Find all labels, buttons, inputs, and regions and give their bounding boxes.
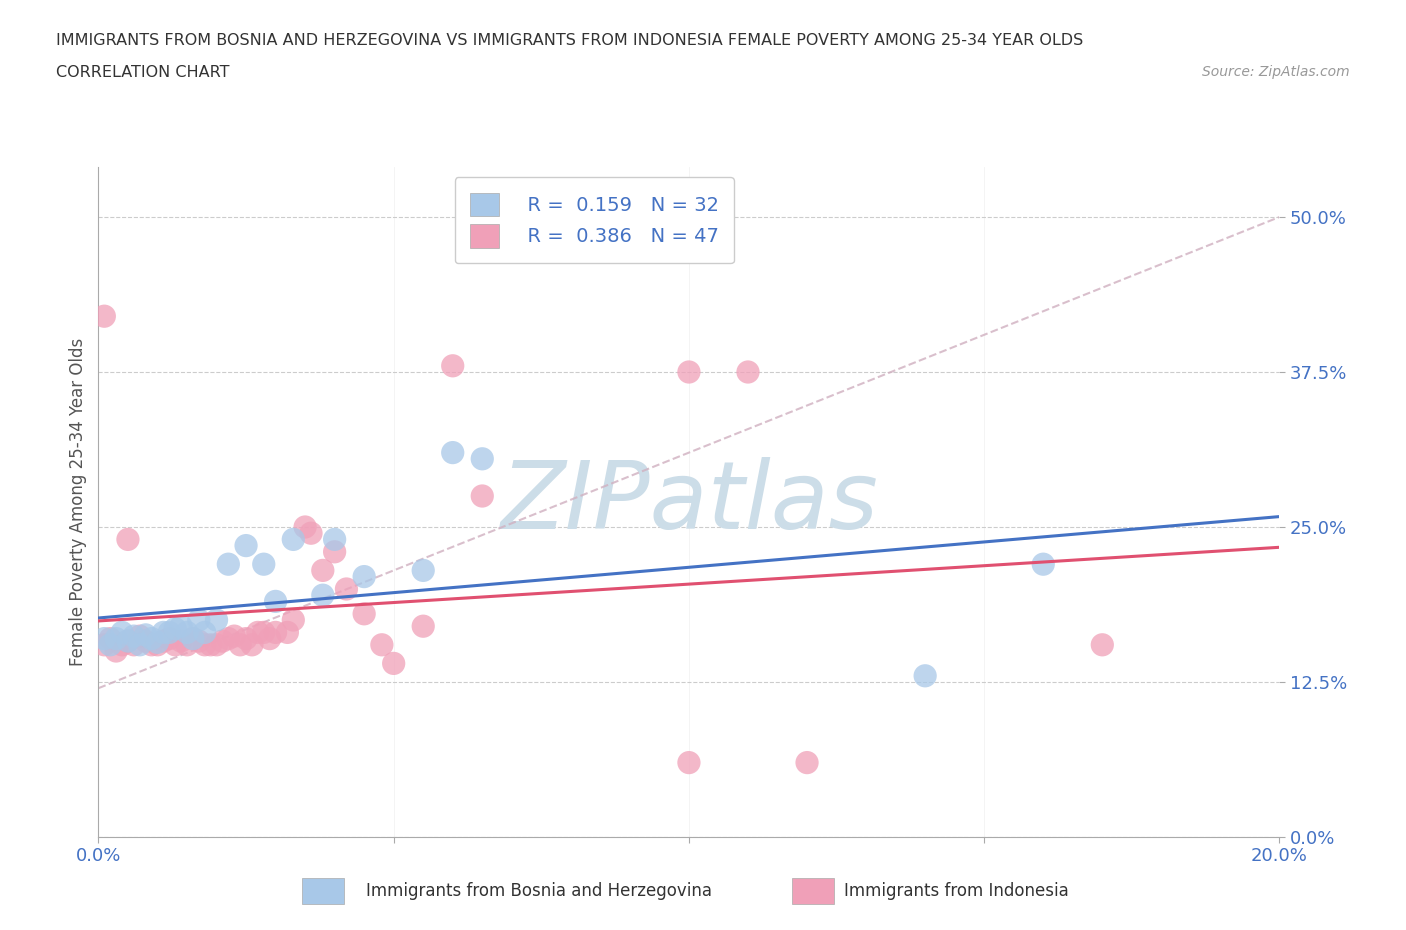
Text: Source: ZipAtlas.com: Source: ZipAtlas.com [1202, 65, 1350, 79]
Point [152, 633, 174, 648]
Point [194, 625, 217, 640]
Point [294, 520, 316, 535]
Point [117, 633, 139, 648]
Point [312, 588, 335, 603]
Point [235, 631, 257, 646]
Text: CORRELATION CHART: CORRELATION CHART [56, 65, 229, 80]
Point [264, 594, 287, 609]
Point [105, 644, 128, 658]
Point [135, 633, 157, 648]
Point [1032, 557, 1054, 572]
Point [412, 618, 434, 633]
Point [187, 633, 209, 648]
Point [205, 637, 228, 652]
Point [117, 633, 139, 648]
Point [471, 451, 494, 466]
Point [105, 631, 128, 646]
Point [187, 613, 209, 628]
Point [323, 532, 346, 547]
Point [259, 631, 281, 646]
Point [914, 669, 936, 684]
Point [382, 656, 405, 671]
Point [176, 625, 198, 640]
Text: IMMIGRANTS FROM BOSNIA AND HERZEGOVINA VS IMMIGRANTS FROM INDONESIA FEMALE POVER: IMMIGRANTS FROM BOSNIA AND HERZEGOVINA V… [56, 33, 1084, 47]
Text: Immigrants from Bosnia and Herzegovina: Immigrants from Bosnia and Herzegovina [366, 882, 711, 900]
Point [176, 637, 198, 652]
Point [471, 488, 494, 503]
Text: Immigrants from Indonesia: Immigrants from Indonesia [844, 882, 1069, 900]
Point [170, 633, 193, 648]
Point [229, 637, 252, 652]
Point [224, 629, 246, 644]
Point [135, 628, 157, 643]
Point [170, 618, 193, 633]
Point [253, 557, 276, 572]
Point [335, 581, 357, 596]
Y-axis label: Female Poverty Among 25-34 Year Olds: Female Poverty Among 25-34 Year Olds [69, 339, 87, 666]
Point [157, 631, 180, 646]
Point [93, 631, 115, 646]
Point [211, 633, 233, 648]
Point [371, 637, 394, 652]
Point [353, 569, 375, 584]
Point [264, 625, 287, 640]
Point [200, 637, 222, 652]
Point [181, 631, 204, 646]
Point [253, 625, 276, 640]
Point [98, 637, 121, 652]
Point [181, 631, 204, 646]
Point [312, 563, 335, 578]
Point [146, 635, 169, 650]
Point [299, 525, 322, 540]
Point [323, 544, 346, 559]
Point [141, 631, 163, 646]
Point [235, 538, 257, 553]
Text: ZIPatlas: ZIPatlas [501, 457, 877, 548]
Point [205, 613, 228, 628]
Point [117, 532, 139, 547]
Point [146, 637, 169, 652]
Point [122, 637, 145, 652]
Point [441, 358, 464, 373]
Point [240, 637, 263, 652]
Point [128, 629, 150, 644]
Point [98, 631, 121, 646]
Point [283, 613, 305, 628]
Point [157, 625, 180, 640]
Legend:   R =  0.159   N = 32,   R =  0.386   N = 47: R = 0.159 N = 32, R = 0.386 N = 47 [454, 177, 734, 263]
Point [412, 563, 434, 578]
Point [93, 309, 115, 324]
Point [1091, 637, 1114, 652]
Point [111, 637, 134, 652]
Point [128, 637, 150, 652]
Point [122, 629, 145, 644]
Point [152, 625, 174, 640]
Point [246, 625, 269, 640]
Point [93, 637, 115, 652]
Point [796, 755, 818, 770]
Point [217, 631, 239, 646]
Point [678, 755, 700, 770]
Point [737, 365, 759, 379]
Point [165, 637, 187, 652]
Point [441, 445, 464, 460]
Point [217, 557, 239, 572]
Point [141, 637, 163, 652]
Point [194, 637, 217, 652]
Point [678, 365, 700, 379]
Point [165, 621, 187, 636]
Point [283, 532, 305, 547]
Point [111, 625, 134, 640]
Point [276, 625, 298, 640]
Point [353, 606, 375, 621]
